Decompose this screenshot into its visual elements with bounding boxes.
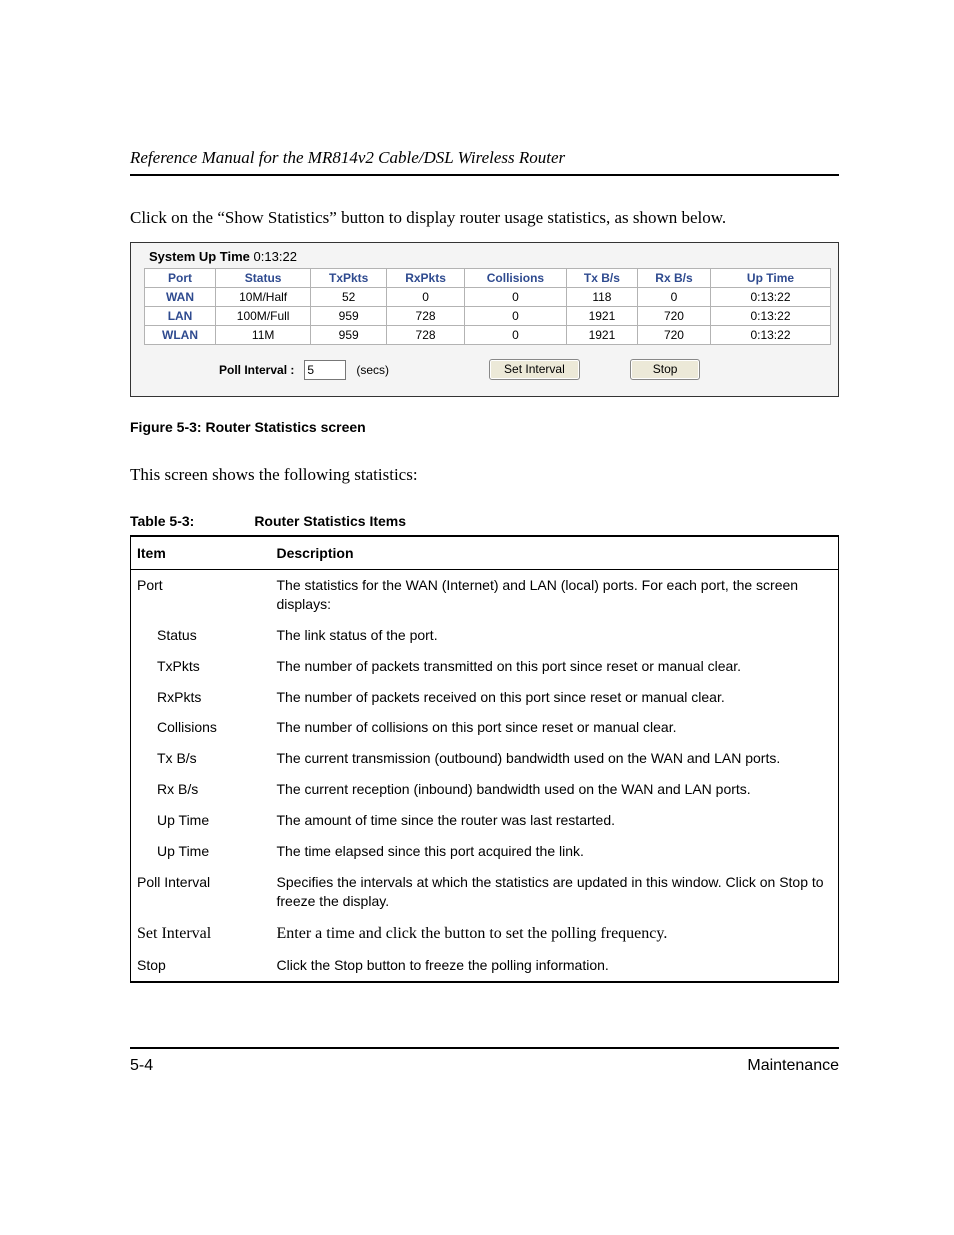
- section-label: Maintenance: [747, 1057, 839, 1075]
- desc-row: Rx B/sThe current reception (inbound) ba…: [131, 774, 839, 805]
- up-cell: 0:13:22: [710, 307, 830, 326]
- up-cell: 0:13:22: [710, 326, 830, 345]
- para-stats-intro: This screen shows the following statisti…: [130, 465, 839, 485]
- desc-text: The link status of the port.: [271, 620, 839, 651]
- desc-row: Tx B/sThe current transmission (outbound…: [131, 743, 839, 774]
- page-footer: 5-4 Maintenance: [130, 1047, 839, 1075]
- rx-cell: 728: [387, 307, 465, 326]
- doc-header: Reference Manual for the MR814v2 Cable/D…: [130, 148, 839, 176]
- desc-row: Set IntervalEnter a time and click the b…: [131, 917, 839, 951]
- col-rxbs: Rx B/s: [637, 269, 710, 288]
- desc-item: Status: [131, 620, 271, 651]
- intro-text: Click on the “Show Statistics” button to…: [130, 208, 839, 228]
- desc-item: RxPkts: [131, 682, 271, 713]
- desc-row: Up TimeThe time elapsed since this port …: [131, 836, 839, 867]
- col-cell: 0: [464, 288, 566, 307]
- desc-text: The number of collisions on this port si…: [271, 712, 839, 743]
- desc-row: PortThe statistics for the WAN (Internet…: [131, 570, 839, 620]
- poll-interval-label: Poll Interval :: [219, 363, 294, 377]
- desc-text: Specifies the intervals at which the sta…: [271, 867, 839, 917]
- rxbs-cell: 720: [637, 326, 710, 345]
- desc-row: CollisionsThe number of collisions on th…: [131, 712, 839, 743]
- col-port: Port: [145, 269, 216, 288]
- desc-row: RxPktsThe number of packets received on …: [131, 682, 839, 713]
- desc-row: Poll IntervalSpecifies the intervals at …: [131, 867, 839, 917]
- col-txpkts: TxPkts: [311, 269, 387, 288]
- desc-text: The current reception (inbound) bandwidt…: [271, 774, 839, 805]
- desc-text: The current transmission (outbound) band…: [271, 743, 839, 774]
- table-caption-a: Table 5-3:: [130, 513, 194, 529]
- desc-item: Set Interval: [131, 917, 271, 951]
- secs-label: (secs): [356, 363, 389, 377]
- poll-row: Poll Interval : (secs) Set Interval Stop: [137, 355, 838, 384]
- desc-row: TxPktsThe number of packets transmitted …: [131, 651, 839, 682]
- status-cell: 10M/Half: [216, 288, 311, 307]
- desc-col-desc: Description: [271, 536, 839, 570]
- desc-row: Up TimeThe amount of time since the rout…: [131, 805, 839, 836]
- set-interval-button[interactable]: Set Interval: [489, 359, 580, 380]
- txbs-cell: 1921: [566, 307, 637, 326]
- tx-cell: 959: [311, 326, 387, 345]
- port-cell: LAN: [145, 307, 216, 326]
- rxbs-cell: 720: [637, 307, 710, 326]
- desc-item: Port: [131, 570, 271, 620]
- desc-table: Item Description PortThe statistics for …: [130, 535, 839, 983]
- desc-text: The number of packets transmitted on thi…: [271, 651, 839, 682]
- desc-col-item: Item: [131, 536, 271, 570]
- stats-row: WAN10M/Half520011800:13:22: [145, 288, 831, 307]
- stats-row: LAN100M/Full959728019217200:13:22: [145, 307, 831, 326]
- table-caption: Table 5-3: Router Statistics Items: [130, 513, 839, 529]
- desc-text: The time elapsed since this port acquire…: [271, 836, 839, 867]
- desc-row: StatusThe link status of the port.: [131, 620, 839, 651]
- col-cell: 0: [464, 326, 566, 345]
- tx-cell: 52: [311, 288, 387, 307]
- figure-caption: Figure 5-3: Router Statistics screen: [130, 419, 839, 435]
- stats-row: WLAN11M959728019217200:13:22: [145, 326, 831, 345]
- txbs-cell: 1921: [566, 326, 637, 345]
- desc-text: Enter a time and click the button to set…: [271, 917, 839, 951]
- port-cell: WLAN: [145, 326, 216, 345]
- desc-text: The statistics for the WAN (Internet) an…: [271, 570, 839, 620]
- tx-cell: 959: [311, 307, 387, 326]
- desc-text: The number of packets received on this p…: [271, 682, 839, 713]
- col-txbs: Tx B/s: [566, 269, 637, 288]
- port-cell: WAN: [145, 288, 216, 307]
- rx-cell: 0: [387, 288, 465, 307]
- desc-item: Rx B/s: [131, 774, 271, 805]
- rx-cell: 728: [387, 326, 465, 345]
- desc-text: The amount of time since the router was …: [271, 805, 839, 836]
- desc-item: Tx B/s: [131, 743, 271, 774]
- page-number: 5-4: [130, 1057, 153, 1075]
- stats-header-row: Port Status TxPkts RxPkts Collisions Tx …: [145, 269, 831, 288]
- poll-interval-input[interactable]: [304, 360, 346, 380]
- stop-button[interactable]: Stop: [630, 359, 701, 380]
- desc-item: Up Time: [131, 805, 271, 836]
- status-cell: 100M/Full: [216, 307, 311, 326]
- desc-item: TxPkts: [131, 651, 271, 682]
- col-uptime: Up Time: [710, 269, 830, 288]
- up-cell: 0:13:22: [710, 288, 830, 307]
- col-status: Status: [216, 269, 311, 288]
- stats-table: Port Status TxPkts RxPkts Collisions Tx …: [144, 268, 831, 345]
- table-caption-b: Router Statistics Items: [254, 513, 406, 529]
- col-cell: 0: [464, 307, 566, 326]
- page: Reference Manual for the MR814v2 Cable/D…: [0, 0, 954, 1235]
- rxbs-cell: 0: [637, 288, 710, 307]
- desc-item: Collisions: [131, 712, 271, 743]
- system-uptime: System Up Time 0:13:22: [137, 245, 838, 268]
- txbs-cell: 118: [566, 288, 637, 307]
- col-collisions: Collisions: [464, 269, 566, 288]
- desc-item: Stop: [131, 950, 271, 982]
- desc-row: StopClick the Stop button to freeze the …: [131, 950, 839, 982]
- status-cell: 11M: [216, 326, 311, 345]
- uptime-label: System Up Time: [149, 249, 250, 264]
- desc-item: Poll Interval: [131, 867, 271, 917]
- router-statistics-panel: System Up Time 0:13:22 Port Status TxPkt…: [130, 242, 839, 397]
- desc-item: Up Time: [131, 836, 271, 867]
- uptime-value: 0:13:22: [254, 249, 297, 264]
- col-rxpkts: RxPkts: [387, 269, 465, 288]
- desc-text: Click the Stop button to freeze the poll…: [271, 950, 839, 982]
